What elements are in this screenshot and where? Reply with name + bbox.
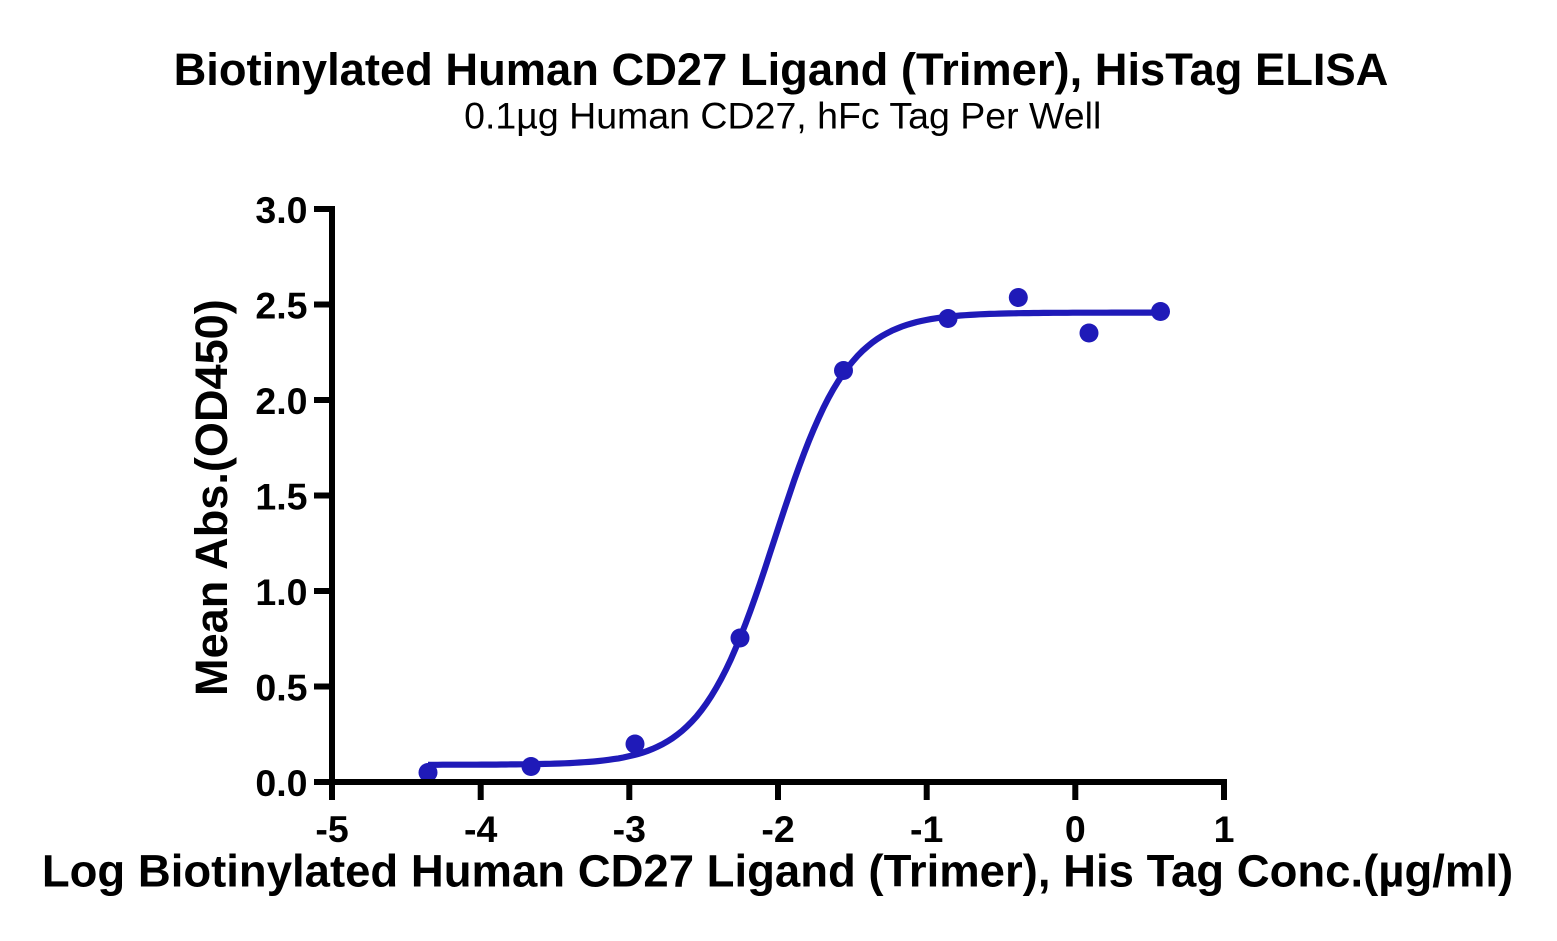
- svg-text:-1: -1: [910, 808, 943, 850]
- svg-text:1.0: 1.0: [255, 571, 307, 613]
- svg-text:1: 1: [1214, 808, 1235, 850]
- svg-text:0.0: 0.0: [255, 762, 307, 804]
- svg-text:1.5: 1.5: [255, 476, 307, 518]
- svg-text:-5: -5: [315, 808, 348, 850]
- svg-text:0.1µg Human CD27, hFc Tag Per: 0.1µg Human CD27, hFc Tag Per Well: [464, 95, 1101, 137]
- svg-text:-4: -4: [464, 808, 497, 850]
- svg-text:3.0: 3.0: [255, 189, 307, 231]
- svg-text:2.0: 2.0: [255, 380, 307, 422]
- svg-text:Biotinylated Human CD27 Ligand: Biotinylated Human CD27 Ligand (Trimer),…: [174, 44, 1389, 95]
- svg-text:-3: -3: [613, 808, 646, 850]
- svg-text:Log Biotinylated Human CD27 Li: Log Biotinylated Human CD27 Ligand (Trim…: [42, 846, 1513, 897]
- svg-text:Mean Abs.(OD450): Mean Abs.(OD450): [186, 299, 237, 696]
- svg-text:0.5: 0.5: [255, 667, 307, 709]
- svg-text:-2: -2: [761, 808, 794, 850]
- svg-text:2.5: 2.5: [255, 285, 307, 327]
- svg-text:0: 0: [1065, 808, 1086, 850]
